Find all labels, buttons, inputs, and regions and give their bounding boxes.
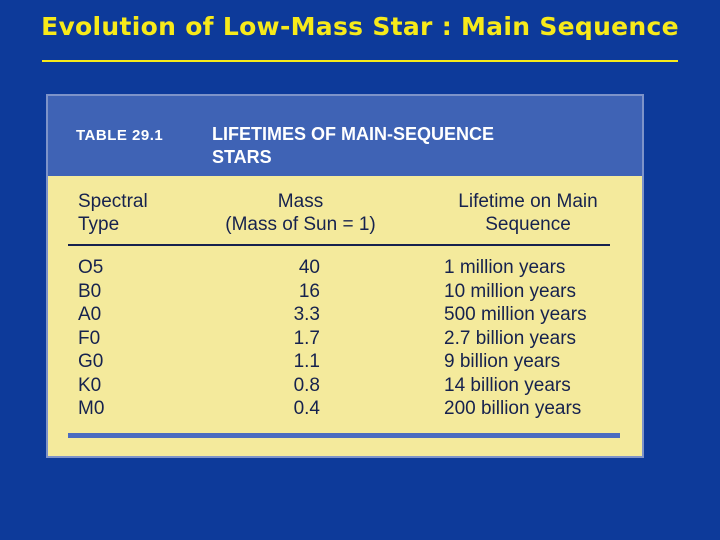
cell-mass: 1.1 (293, 351, 320, 372)
cell-mass: 3.3 (293, 304, 320, 325)
column-header-mass: Mass (Mass of Sun = 1) (208, 190, 393, 236)
cell-spectral-type: G0 (78, 351, 104, 372)
cell-lifetime: 10 million years (444, 280, 576, 302)
slide-title: Evolution of Low-Mass Star : Main Sequen… (41, 12, 679, 41)
table-bottom-strip (68, 433, 620, 438)
cell-mass: 40 (298, 257, 320, 278)
table-row: G0 1.1 9 billion years (48, 350, 642, 374)
column-header-lifetime-line-2: Sequence (485, 214, 571, 235)
cell-lifetime: 14 billion years (444, 374, 571, 396)
table-row: A0 3.3 500 million years (48, 303, 642, 327)
cell-lifetime: 9 billion years (444, 351, 561, 372)
table-number: TABLE 29.1 (76, 127, 164, 144)
cell-mass: 1.7 (293, 327, 320, 349)
column-header-type-line-2: Type (78, 214, 120, 235)
title-underline (42, 60, 678, 62)
table-caption-line-2: STARS (212, 147, 272, 167)
cell-spectral-type: M0 (78, 398, 105, 419)
cell-lifetime: 500 million years (444, 304, 587, 325)
column-header-spectral-type: Spectral Type (78, 190, 148, 236)
table-caption-line-1: LIFETIMES OF MAIN-SEQUENCE (212, 124, 495, 144)
table-row: B0 16 10 million years (48, 280, 642, 304)
cell-lifetime: 200 billion years (444, 398, 582, 419)
cell-mass: 16 (298, 280, 320, 302)
table-row: K0 0.8 14 billion years (48, 374, 642, 398)
table-caption: LIFETIMES OF MAIN-SEQUENCE STARS (212, 123, 572, 169)
header-divider (68, 244, 610, 246)
cell-mass: 0.4 (293, 398, 320, 419)
cell-lifetime: 1 million years (444, 257, 566, 278)
cell-mass: 0.8 (293, 374, 320, 396)
column-header-mass-line-2: (Mass of Sun = 1) (225, 214, 376, 235)
table-row: F0 1.7 2.7 billion years (48, 327, 642, 351)
cell-spectral-type: F0 (78, 327, 101, 349)
table-image: TABLE 29.1 LIFETIMES OF MAIN-SEQUENCE ST… (48, 96, 642, 456)
column-header-type-line-1: Spectral (78, 191, 148, 212)
cell-spectral-type: A0 (78, 304, 102, 325)
column-header-mass-line-1: Mass (277, 191, 324, 212)
column-header-lifetime-line-1: Lifetime on Main (458, 191, 598, 212)
table-body: Spectral Type Mass (Mass of Sun = 1) Lif… (48, 176, 642, 456)
cell-spectral-type: K0 (78, 374, 102, 396)
table-row: O5 40 1 million years (48, 256, 642, 280)
cell-spectral-type: O5 (78, 257, 104, 278)
table-header: TABLE 29.1 LIFETIMES OF MAIN-SEQUENCE ST… (48, 96, 642, 176)
table-rows: O5 40 1 million years B0 16 10 million y… (48, 256, 642, 421)
cell-spectral-type: B0 (78, 280, 102, 302)
column-header-lifetime: Lifetime on Main Sequence (444, 190, 612, 236)
table-row: M0 0.4 200 billion years (48, 397, 642, 421)
cell-lifetime: 2.7 billion years (444, 327, 577, 349)
